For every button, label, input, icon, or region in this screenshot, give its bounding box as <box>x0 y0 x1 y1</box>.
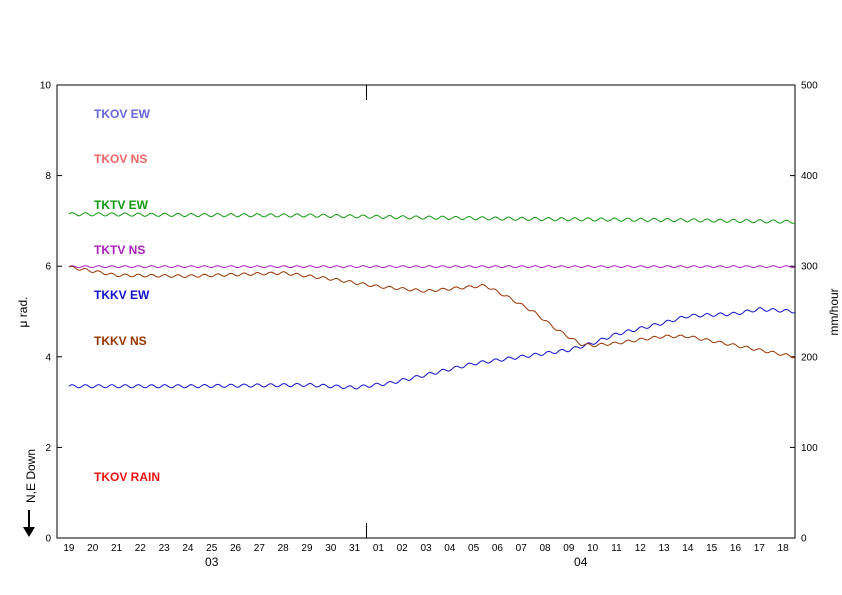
legend-label-tkov-ns: TKOV NS <box>94 152 147 166</box>
legend-label-tktv-ew: TKTV EW <box>94 198 149 212</box>
x-day-label: 29 <box>301 543 313 554</box>
x-day-label: 25 <box>206 543 218 554</box>
series-line-tkkv-ew <box>68 307 796 390</box>
x-day-label: 12 <box>635 543 647 554</box>
y-left-tick-label: 2 <box>45 443 51 454</box>
series-line-tkkv-ns <box>68 265 796 359</box>
x-day-label: 21 <box>111 543 123 554</box>
y-left-axis-title: μ rad. <box>16 297 30 328</box>
x-day-label: 13 <box>659 543 671 554</box>
x-day-label: 11 <box>611 543 622 554</box>
legend-label-tkkv-ew: TKKV EW <box>94 288 150 302</box>
x-day-label: 07 <box>516 543 528 554</box>
series-line-tktv-ew <box>68 212 796 224</box>
down-arrow-icon <box>23 527 35 537</box>
x-day-label: 26 <box>230 543 242 554</box>
y-right-tick-label: 300 <box>801 262 818 273</box>
y-right-tick-label: 500 <box>801 81 818 92</box>
x-day-label: 19 <box>63 543 75 554</box>
x-day-label: 06 <box>492 543 504 554</box>
direction-note: N,E Down <box>24 449 38 503</box>
x-day-label: 14 <box>682 543 694 554</box>
x-month-label: 04 <box>574 555 588 569</box>
y-left-tick-label: 0 <box>45 534 51 545</box>
y-right-tick-label: 200 <box>801 352 818 363</box>
y-right-axis-title: mm/hour <box>827 288 841 335</box>
legend-label-tktv-ns: TKTV NS <box>94 243 145 257</box>
y-left-tick-label: 6 <box>45 262 51 273</box>
x-day-label: 23 <box>159 543 171 554</box>
x-day-label: 27 <box>254 543 266 554</box>
y-right-tick-label: 100 <box>801 443 818 454</box>
x-day-label: 28 <box>278 543 290 554</box>
x-day-label: 10 <box>587 543 599 554</box>
legend-label-tkkv-ns: TKKV NS <box>94 334 147 348</box>
plot-frame <box>56 84 796 539</box>
x-day-label: 09 <box>563 543 575 554</box>
series-lines <box>68 212 796 390</box>
y-left-tick-label: 8 <box>45 171 51 182</box>
x-month-label: 03 <box>205 555 219 569</box>
x-day-label: 22 <box>135 543 147 554</box>
x-day-label: 04 <box>444 543 456 554</box>
x-day-label: 18 <box>778 543 790 554</box>
x-day-label: 20 <box>87 543 99 554</box>
direction-indicator: N,E Down <box>23 449 38 537</box>
series-line-tktv-ns <box>68 265 796 269</box>
y-left-tick-label: 4 <box>45 352 51 363</box>
x-day-label: 17 <box>754 543 766 554</box>
legend: TKOV EW TKOV NS TKTV EW TKTV NS TKKV EW TKKV … <box>94 107 160 484</box>
x-day-label: 16 <box>730 543 742 554</box>
x-day-label: 08 <box>539 543 551 554</box>
legend-label-tkov-rain: TKOV RAIN <box>94 470 160 484</box>
legend-label-tkov-ew: TKOV EW <box>94 107 151 121</box>
y-right-tick-label: 400 <box>801 171 818 182</box>
x-day-label: 03 <box>420 543 432 554</box>
x-day-label: 01 <box>373 543 385 554</box>
x-day-label: 24 <box>182 543 194 554</box>
x-day-label: 30 <box>325 543 337 554</box>
x-day-label: 05 <box>468 543 480 554</box>
x-day-label: 15 <box>706 543 718 554</box>
y-left-tick-label: 10 <box>40 81 52 92</box>
x-day-label: 02 <box>397 543 409 554</box>
y-right-tick-label: 0 <box>801 534 807 545</box>
x-day-label: 31 <box>349 543 361 554</box>
